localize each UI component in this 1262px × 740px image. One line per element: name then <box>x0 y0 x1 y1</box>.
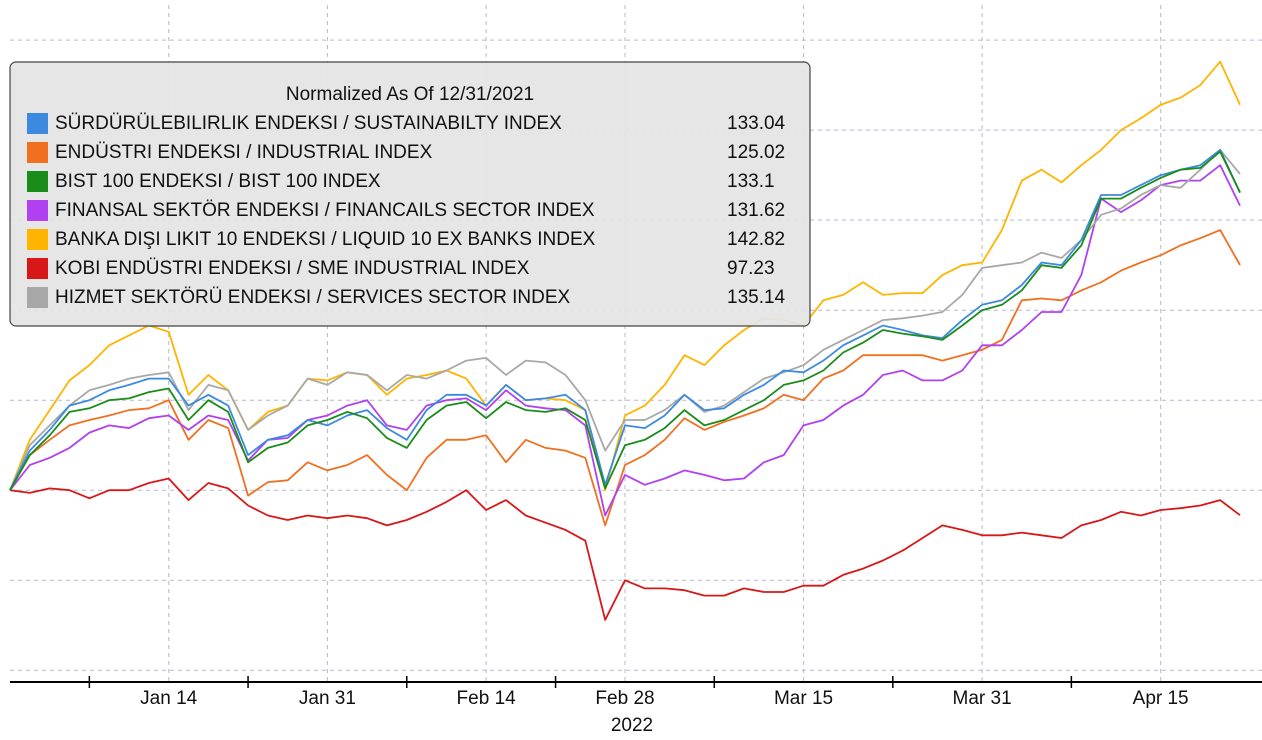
legend-swatch <box>27 142 48 163</box>
legend-value: 131.62 <box>727 200 785 221</box>
legend-swatch <box>27 229 48 250</box>
legend-value: 142.82 <box>727 229 785 250</box>
series-line <box>9 477 1241 621</box>
legend-swatch <box>27 200 48 221</box>
legend-swatch <box>27 287 48 308</box>
x-tick-label: Mar 15 <box>774 688 833 709</box>
legend-label: ENDÜSTRI ENDEKSI / INDUSTRIAL INDEX <box>55 142 433 163</box>
x-tick-label: Jan 31 <box>299 688 356 709</box>
legend-value: 135.14 <box>727 287 786 308</box>
legend-label: FINANSAL SEKTÖR ENDEKSI / FINANCAILS SEC… <box>55 200 595 221</box>
series-line <box>9 229 1241 527</box>
x-tick-label: Mar 31 <box>953 688 1012 709</box>
legend-label: SÜRDÜRÜLEBILIRLIK ENDEKSI / SUSTAINABILT… <box>55 113 562 134</box>
legend-title: Normalized As Of 12/31/2021 <box>286 84 534 105</box>
x-tick-label: Feb 28 <box>595 688 654 709</box>
x-axis-label: 2022 <box>611 715 653 736</box>
series-line <box>9 150 1241 491</box>
legend-label: KOBI ENDÜSTRI ENDEKSI / SME INDUSTRIAL I… <box>55 258 530 279</box>
series-line <box>9 149 1241 491</box>
legend-swatch <box>27 113 48 134</box>
legend-label: BIST 100 ENDEKSI / BIST 100 INDEX <box>55 171 381 192</box>
legend-box <box>9 61 811 327</box>
legend-value: 97.23 <box>727 258 775 279</box>
series-line <box>9 164 1241 517</box>
legend-label: BANKA DIŞI LIKIT 10 ENDEKSI / LIQUID 10 … <box>55 229 596 250</box>
x-tick-label: Feb 14 <box>457 688 517 709</box>
legend-value: 133.1 <box>727 171 775 192</box>
x-tick-label: Apr 15 <box>1133 688 1189 709</box>
lines <box>9 60 1241 621</box>
legend-value: 133.04 <box>727 113 786 134</box>
legend: Normalized As Of 12/31/2021 SÜRDÜRÜLEBIL… <box>9 61 811 327</box>
legend-value: 125.02 <box>727 142 785 163</box>
legend-swatch <box>27 258 48 279</box>
legend-label: HIZMET SEKTÖRÜ ENDEKSI / SERVICES SECTOR… <box>55 287 571 308</box>
series-line <box>9 149 1241 491</box>
legend-swatch <box>27 171 48 192</box>
series-line <box>9 60 1241 492</box>
x-tick-label: Jan 14 <box>140 688 197 709</box>
